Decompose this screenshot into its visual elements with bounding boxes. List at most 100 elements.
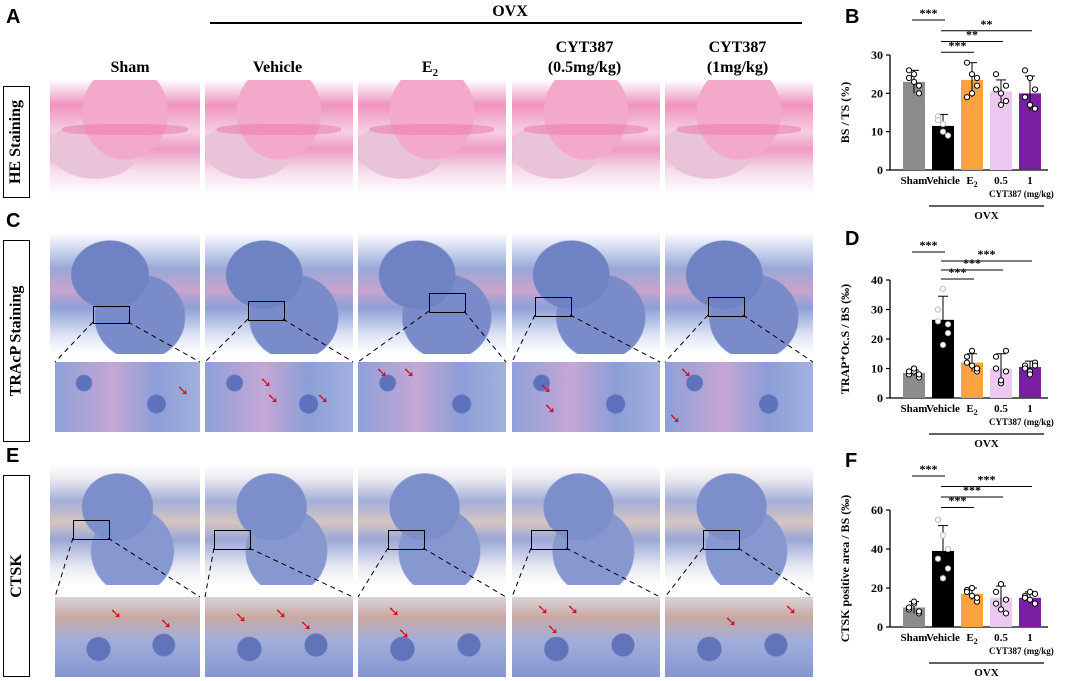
bar [1019, 367, 1041, 398]
group-label: CYT387 (mg/kg) [989, 189, 1054, 199]
significance-label: ** [966, 28, 978, 42]
ovx-header: OVX [492, 3, 528, 20]
x-tick-label: Vehicle [926, 632, 960, 644]
data-point [905, 74, 913, 82]
data-point [1026, 371, 1034, 378]
row-label-trap: TRAcP Staining [3, 240, 30, 442]
x-tick-label: Vehicle [926, 175, 960, 187]
ctsk-e2-image [358, 465, 506, 585]
data-point [992, 365, 1000, 372]
data-point [1026, 588, 1034, 595]
col-heading-e2: E2 [421, 59, 439, 80]
trap-e2-zoom: ➘ ➘ [358, 362, 506, 432]
ctsk-sham-zoom: ➘ ➘ [55, 597, 200, 677]
bar [961, 79, 983, 170]
significance-label: *** [978, 473, 996, 487]
red-arrow-icon: ➘ [376, 365, 388, 381]
panel-letter-b: B [845, 6, 860, 28]
red-arrow-icon: ➘ [567, 602, 579, 618]
trap-sham-zoom: ➘ [55, 362, 200, 432]
x-tick-label: 0.5 [994, 403, 1008, 415]
data-point [997, 581, 1005, 588]
trap-e2-image [358, 232, 506, 354]
data-point [968, 90, 976, 97]
y-tick-label: 10 [871, 125, 883, 139]
data-point [934, 318, 942, 325]
x-tick-label: Vehicle [926, 403, 960, 415]
red-arrow-icon: ➘ [725, 614, 737, 630]
data-point [910, 365, 918, 372]
red-arrow-icon: ➘ [260, 375, 272, 391]
data-point [944, 565, 952, 572]
y-tick-label: 10 [871, 362, 883, 376]
ctsk-cyt-low-image [512, 465, 660, 585]
data-point [973, 365, 981, 372]
zoom-box [93, 306, 130, 324]
he-sham-image [50, 80, 200, 195]
zoom-box [531, 530, 568, 550]
zoom-box [73, 520, 110, 540]
red-arrow-icon: ➘ [398, 626, 410, 642]
data-point [992, 600, 1000, 607]
data-point [1002, 82, 1010, 89]
trap-vehicle-zoom: ➘ ➘ ➘ [205, 362, 353, 432]
red-arrow-icon: ➘ [317, 391, 329, 407]
data-point [997, 101, 1005, 108]
group-label: CYT387 (mg/kg) [989, 646, 1054, 656]
red-arrow-icon: ➘ [680, 365, 692, 381]
ovx-label: OVX [974, 210, 999, 222]
data-point [939, 341, 947, 349]
data-point [910, 598, 918, 605]
bar [1019, 93, 1041, 170]
data-point [1021, 594, 1029, 601]
zoom-box [214, 530, 251, 550]
data-point [1002, 347, 1010, 354]
x-tick-label: E2 [966, 175, 977, 189]
data-point [1002, 368, 1010, 375]
data-point [963, 359, 971, 366]
data-point [997, 90, 1005, 97]
data-point [963, 94, 971, 101]
data-point [1031, 86, 1039, 93]
zoom-connectors [54, 310, 814, 598]
red-arrow-icon: ➘ [544, 401, 556, 417]
red-arrow-icon: ➘ [537, 602, 549, 618]
red-arrow-icon: ➘ [177, 383, 189, 399]
bar [990, 91, 1012, 170]
data-point [1021, 365, 1029, 372]
col-heading-vehicle: Vehicle [252, 59, 303, 76]
x-tick-label: 0.5 [994, 175, 1008, 187]
ctsk-cyt-high-zoom: ➘ ➘ [665, 597, 813, 677]
chart-f: 0 20 40 60 CTSK positive area / BS (‰) ShamVe… [838, 462, 1054, 679]
data-point [968, 71, 976, 78]
trap-vehicle-image [205, 232, 353, 354]
red-arrow-icon: ➘ [235, 610, 247, 626]
significance-label: ** [981, 17, 993, 31]
data-point [939, 532, 947, 539]
y-axis-label: BS / TS (%) [838, 82, 852, 143]
panel-letter-a: A [6, 6, 21, 28]
y-tick-label: 30 [871, 48, 883, 62]
x-tick-label: E2 [966, 403, 977, 417]
y-tick-label: 20 [871, 86, 883, 100]
data-point [905, 368, 913, 375]
data-point [1002, 610, 1010, 617]
data-point [934, 306, 942, 313]
panel-letter-d: D [845, 228, 860, 250]
data-point [944, 545, 952, 553]
panel-letter-f: F [845, 450, 858, 472]
data-point [915, 90, 923, 97]
y-tick-label: 20 [871, 332, 883, 346]
red-arrow-icon: ➘ [267, 391, 279, 407]
data-point [939, 575, 947, 582]
data-point [1021, 67, 1029, 74]
red-arrow-icon: ➘ [785, 602, 797, 618]
data-point [1021, 94, 1029, 101]
data-point [910, 78, 918, 85]
trap-sham-image [50, 232, 200, 354]
ctsk-vehicle-image [205, 465, 353, 585]
zoom-box [708, 297, 745, 317]
ctsk-sham-image [50, 465, 200, 585]
